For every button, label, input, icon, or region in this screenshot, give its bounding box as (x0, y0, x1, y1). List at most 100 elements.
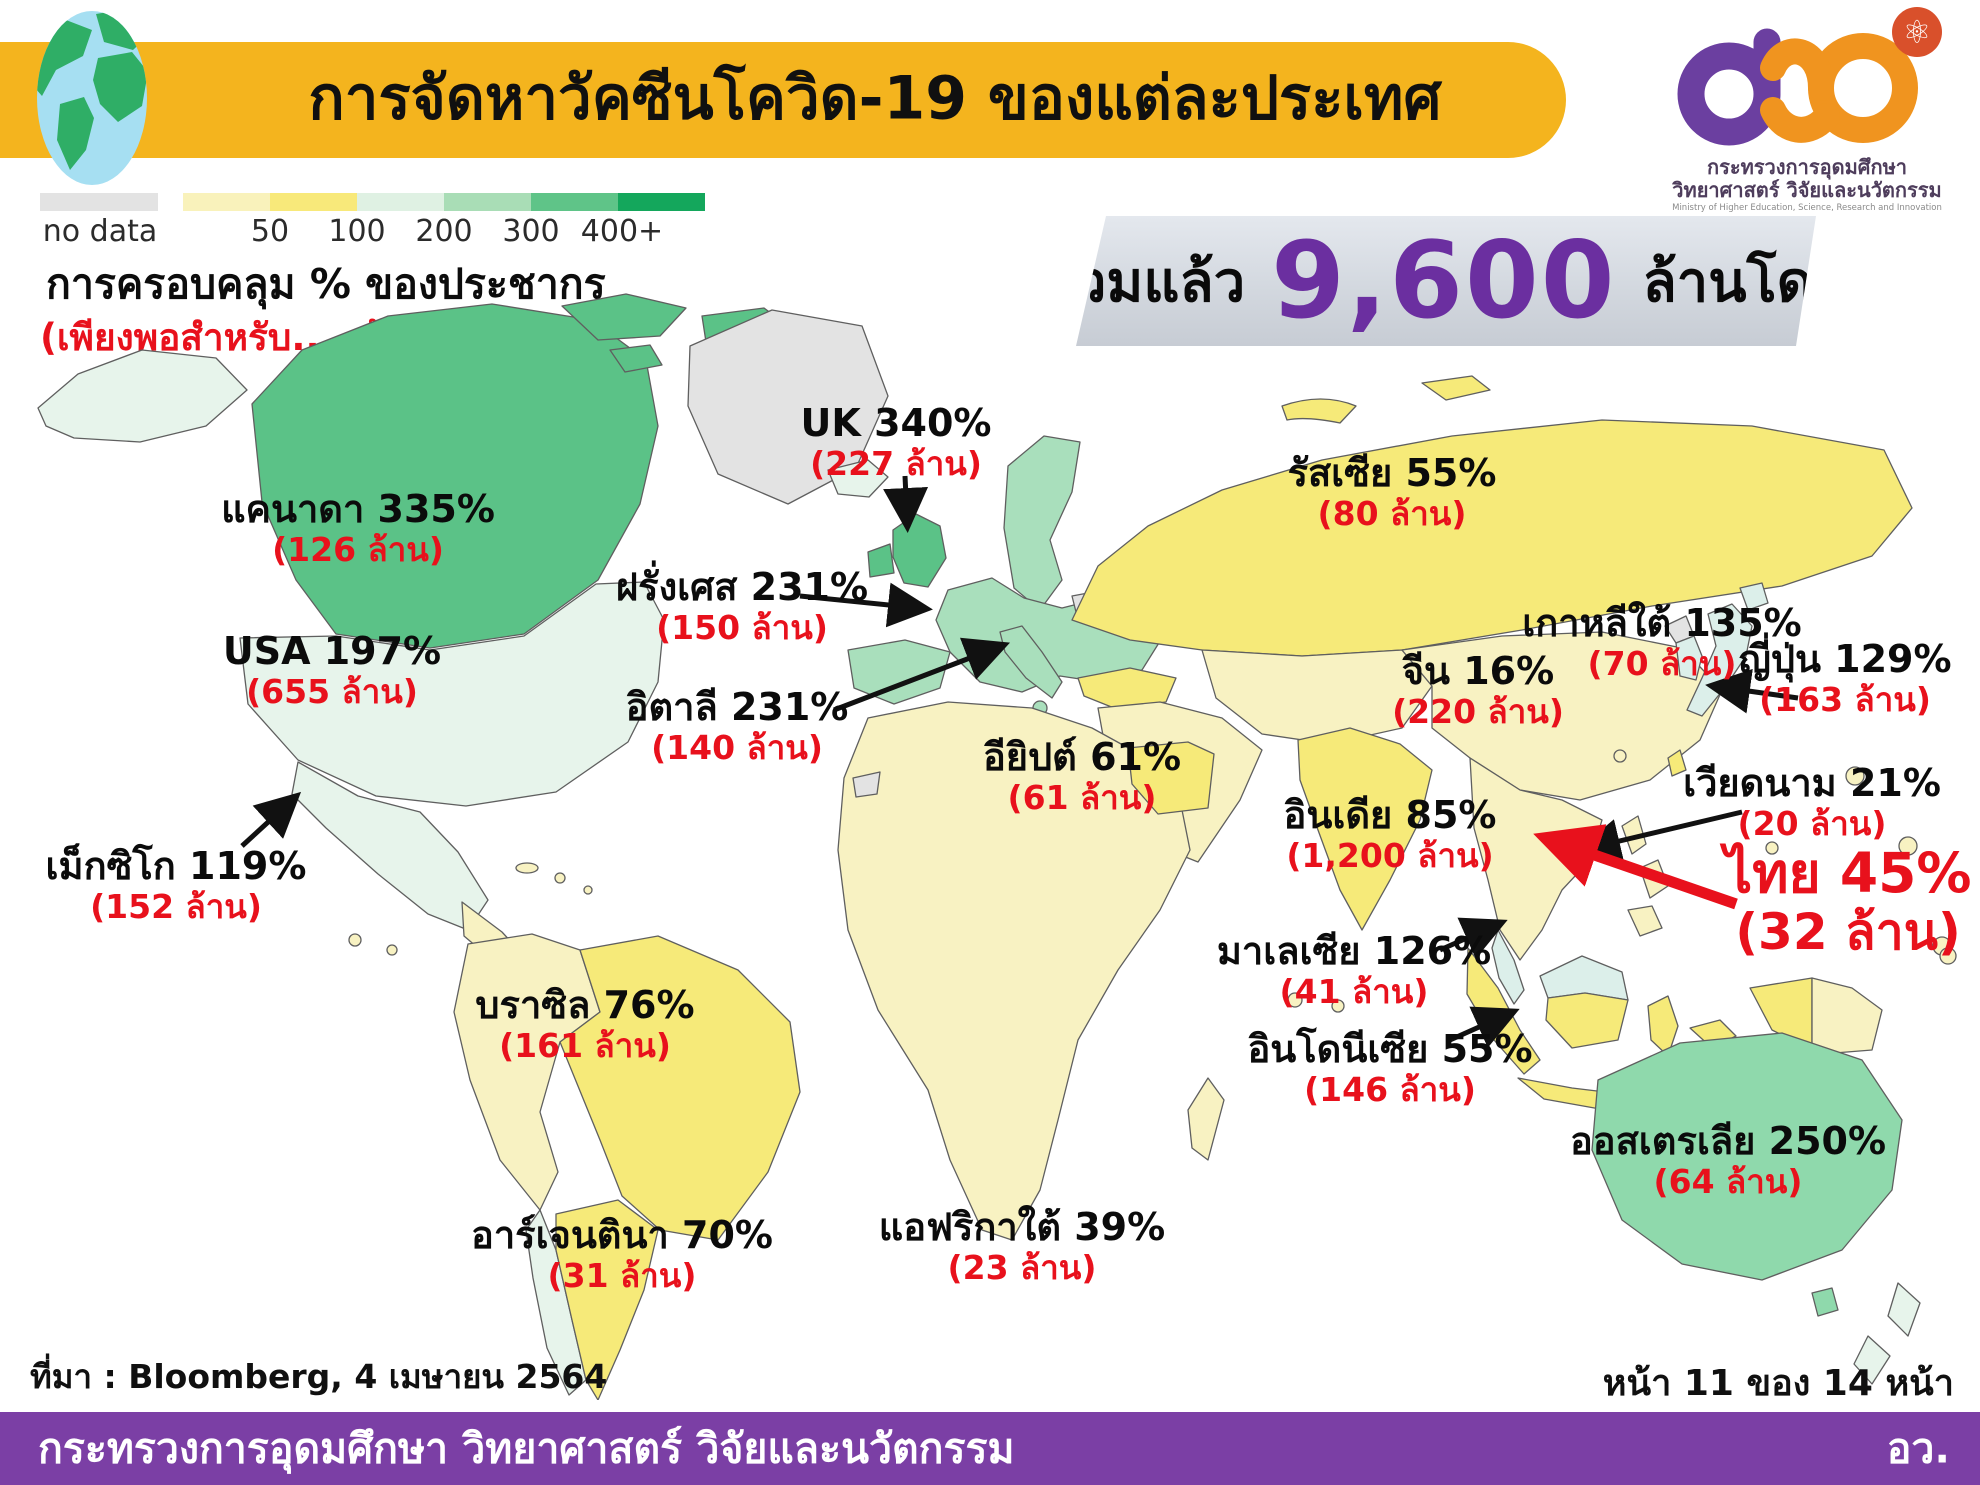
country-label-argentina: อาร์เจนตินา 70% (31 ล้าน) (471, 1213, 773, 1295)
country-doses: (150 ล้าน) (656, 607, 828, 647)
map-region-borneo-indonesia (1545, 992, 1629, 1049)
country-name-pct: แอฟริกาใต้ 39% (878, 1205, 1166, 1249)
country-label-russia: รัสเซีย 55% (80 ล้าน) (1288, 452, 1497, 533)
legend-swatch-2 (270, 193, 357, 211)
country-label-australia: ออสเตรเลีย 250% (64 ล้าน) (1569, 1119, 1887, 1201)
country-doses: (140 ล้าน) (651, 727, 823, 767)
map-island-caribbean-1 (554, 872, 566, 884)
page-title: การจัดหาวัคซีนโควิด-19 ของแต่ละประเทศ (308, 63, 1442, 134)
map-country-brazil (559, 935, 801, 1241)
globe-icon (37, 11, 147, 185)
legend-swatch-6 (618, 193, 705, 211)
map-country-turkey (1077, 667, 1177, 709)
country-label-malaysia: มาเลเซีย 126% (41 ล้าน) (1216, 929, 1492, 1011)
country-label-south-korea: เกาหลีใต้ 135% (70 ล้าน) (1522, 601, 1802, 683)
map-island-dot-1 (1845, 766, 1865, 786)
map-country-iceland (827, 459, 889, 498)
map-arctic-island-1 (561, 293, 687, 341)
country-label-india: อินเดีย 85% (1,200 ล้าน) (1283, 793, 1497, 875)
country-doses: (80 ล้าน) (1317, 493, 1467, 533)
source-note: ที่มา : Bloomberg, 4 เมษายน 2564 (30, 1357, 608, 1396)
arrow-indonesia (1448, 1006, 1520, 1048)
country-label-mexico: เม็กซิโก 119% (152 ล้าน) (46, 845, 307, 926)
country-name-pct: อิตาลี 231% (625, 685, 849, 729)
country-label-vietnam: เวียดนาม 21% (20 ล้าน) (1683, 761, 1941, 843)
country-label-uk: UK 340% (227 ล้าน) (800, 401, 992, 483)
map-island-tasmania (1811, 1287, 1839, 1317)
legend-color-scale (40, 193, 705, 211)
country-label-china: จีน 16% (220 ล้าน) (1392, 649, 1564, 731)
map-country-india (1297, 727, 1433, 931)
map-country-ireland (867, 543, 895, 578)
map-country-south-korea (1675, 635, 1703, 681)
country-name-pct: แคนาดา 335% (221, 487, 495, 531)
arrow-japan (1705, 668, 1799, 714)
country-name-pct: ไทย 45% (1724, 841, 1972, 905)
map-island-cuba (515, 862, 539, 874)
country-name-pct: เวียดนาม 21% (1683, 761, 1941, 805)
map-island-philippines-3 (1627, 905, 1663, 937)
map-island-taiwan (1667, 749, 1687, 777)
map-arctic-island-4 (1281, 398, 1357, 424)
map-country-canada (251, 303, 659, 649)
footer-bar: กระทรวงการอุดมศึกษา วิทยาศาสตร์ วิจัยและ… (0, 1412, 1980, 1485)
arrow-france (799, 582, 933, 628)
arrow-malaysia (1438, 917, 1508, 959)
map-island-new-zealand-south (1853, 1335, 1891, 1385)
legend-swatch-3 (357, 193, 444, 211)
country-label-france: ฝรั่งเศส 231% (150 ล้าน) (615, 565, 869, 647)
mhesi-logo-block: ⚛ กระทรวงการอุดมศึกษา วิทยาศาสตร์ วิจัยแ… (1652, 4, 1962, 213)
country-doses: (20 ล้าน) (1737, 803, 1887, 843)
country-name-pct: เกาหลีใต้ 135% (1522, 601, 1802, 645)
map-island-caribbean-2 (583, 885, 593, 895)
arrow-uk (883, 475, 929, 533)
country-doses: (70 ล้าน) (1587, 643, 1737, 683)
country-name-pct: อาร์เจนตินา 70% (471, 1213, 773, 1257)
country-name-pct: ฝรั่งเศส 231% (615, 565, 869, 609)
map-country-egypt (1127, 741, 1215, 815)
country-doses: (146 ล้าน) (1304, 1069, 1476, 1109)
map-region-central-asia (1201, 649, 1433, 745)
map-arctic-island-5 (1421, 375, 1491, 401)
map-region-africa (837, 701, 1191, 1241)
svg-text:⚛: ⚛ (1903, 13, 1932, 51)
country-name-pct: อินโดนีเซีย 55% (1247, 1027, 1533, 1071)
country-doses: (655 ล้าน) (246, 671, 418, 711)
country-label-japan: ญี่ปุ่น 129% (163 ล้าน) (1738, 637, 1952, 719)
legend-tick-200: 200 (415, 214, 473, 249)
country-doses: (220 ล้าน) (1392, 691, 1564, 731)
legend-gap (158, 193, 183, 211)
map-island-dot-4 (1765, 841, 1779, 855)
country-name-pct: จีน 16% (1401, 649, 1555, 693)
country-label-south-africa: แอฟริกาใต้ 39% (23 ล้าน) (878, 1205, 1166, 1287)
logo-ministry-line3: Ministry of Higher Education, Science, R… (1672, 203, 1942, 213)
country-name-pct: ออสเตรเลีย 250% (1569, 1119, 1887, 1163)
country-name-pct: บราซิล 76% (475, 983, 695, 1027)
logo-ministry-line2: วิทยาศาสตร์ วิจัยและนวัตกรรม (1672, 178, 1942, 202)
country-name-pct: มาเลเซีย 126% (1216, 929, 1492, 973)
country-name-pct: อียิปต์ 61% (982, 735, 1182, 779)
map-arctic-island-3 (609, 344, 663, 373)
arrow-italy (833, 637, 1011, 713)
legend-label-no-data: no data (42, 214, 158, 249)
arrow-thailand (1533, 824, 1738, 910)
map-country-usa (239, 581, 665, 807)
map-island-dot-6 (1331, 999, 1345, 1013)
legend-swatch-1 (183, 193, 270, 211)
arrow-mexico (240, 791, 302, 848)
logo-ministry-line1: กระทรวงการอุดมศึกษา (1707, 155, 1907, 179)
mhesi-logo-icon: ⚛ (1677, 7, 1942, 146)
map-region-scandinavia (1003, 435, 1081, 611)
total-doses-box: รวมแล้ว 9,600 ล้านโดส (1076, 216, 1816, 346)
country-name-pct: อินเดีย 85% (1283, 793, 1497, 837)
coverage-note-line1: การครอบคลุม % ของประชากร (46, 260, 606, 308)
map-island-hokkaido (1739, 582, 1769, 611)
page-number: หน้า 11 ของ 14 หน้า (1602, 1363, 1954, 1404)
country-name-pct: ญี่ปุ่น 129% (1738, 637, 1952, 681)
country-name-pct: UK 340% (800, 401, 992, 445)
country-doses: (152 ล้าน) (90, 886, 262, 926)
map-country-alaska (37, 349, 248, 443)
legend-tick-100: 100 (328, 214, 386, 249)
country-label-indonesia: อินโดนีเซีย 55% (146 ล้าน) (1247, 1027, 1533, 1109)
map-country-uk (892, 513, 947, 588)
